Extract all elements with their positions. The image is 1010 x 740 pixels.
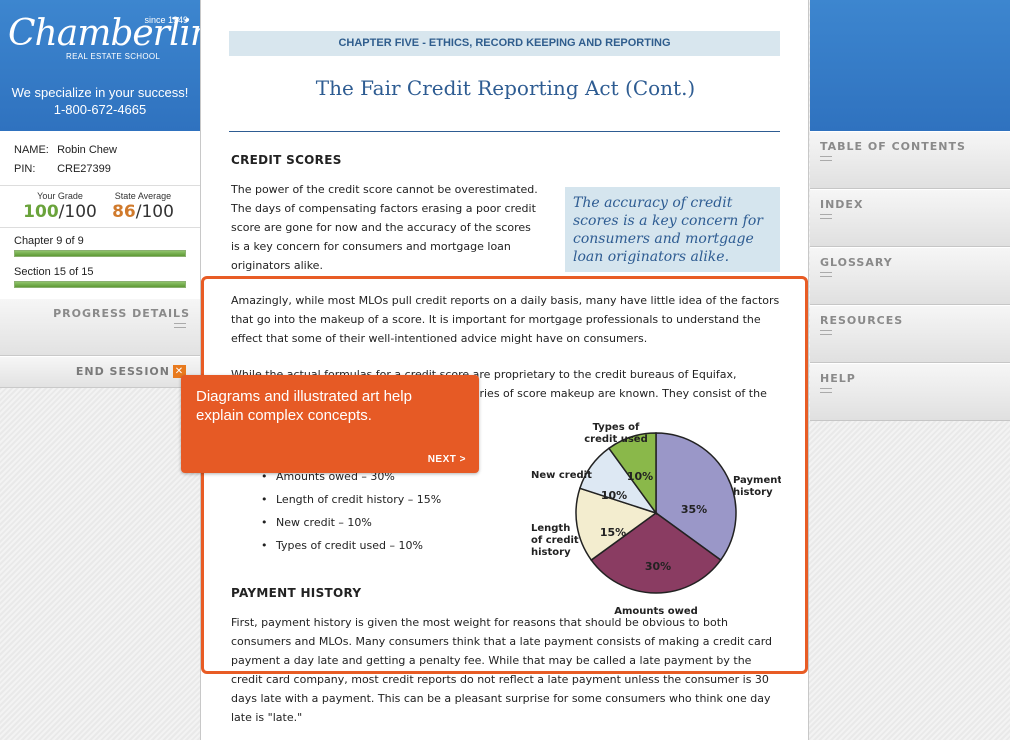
pie-category-label: Length of credit history [531,523,579,558]
state-average: State Average 86/100 [103,191,183,222]
your-grade-score: 100 [23,202,59,222]
pie-value-label: 10% [627,470,653,483]
pie-category-label: Payment history [733,475,781,498]
end-session-button[interactable]: END SESSION ✕ [0,356,200,388]
logo-subtitle: REAL ESTATE SCHOOL [66,52,161,61]
state-average-total: /100 [135,202,174,222]
grip-lines-icon [820,156,832,161]
pie-category-label: New credit [531,470,592,481]
list-item: Types of credit used – 10% [261,536,441,559]
pie-value-label: 35% [681,503,707,516]
heading-payment-history: PAYMENT HISTORY [231,586,362,600]
chapter-progress-label: Chapter 9 of 9 [14,235,84,247]
close-icon: ✕ [173,365,186,378]
brand-phone: 1-800-672-4665 [53,102,147,117]
brand-logo-block: since 1949 Chamberlin REAL ESTATE SCHOOL… [0,0,213,131]
pie-value-label: 10% [601,489,627,502]
pie-category-label: Types of credit used [584,422,648,445]
user-pin: CRE27399 [57,163,111,175]
pull-quote: The accuracy of credit scores is a key c… [565,187,780,272]
end-session-label: END SESSION [75,365,170,378]
heading-credit-scores: CREDIT SCORES [231,153,342,167]
nav-label: TABLE OF CONTENTS [820,140,966,153]
grip-lines-icon [820,330,832,335]
pie-value-label: 30% [645,560,671,573]
nav-glossary[interactable]: GLOSSARY [810,247,1010,305]
pie-slice-payment-history [655,432,737,562]
nav-label: GLOSSARY [820,256,893,269]
user-name: Robin Chew [57,144,117,156]
progress-block: Chapter 9 of 9 Section 15 of 15 [0,228,200,298]
list-item: New credit – 10% [261,513,441,536]
main-content: CHAPTER FIVE - ETHICS, RECORD KEEPING AN… [200,0,809,740]
grades-panel: Your Grade 100/100 State Average 86/100 [0,186,200,228]
nav-help[interactable]: HELP [810,363,1010,421]
nav-table-of-contents[interactable]: TABLE OF CONTENTS [810,131,1010,189]
nav-label: HELP [820,372,856,385]
pie-slice-amounts-owed [590,512,722,594]
callout-next-button[interactable]: NEXT > [427,454,466,465]
pie-value-label: 15% [600,526,626,539]
nav-label: RESOURCES [820,314,904,327]
section-progress-label: Section 15 of 15 [14,266,94,278]
user-info: NAME: Robin Chew PIN: CRE27399 [0,131,200,186]
callout-text: Diagrams and illustrated art help explai… [196,388,412,424]
pie-slice-types-of-credit-used [607,432,657,516]
logo-wordmark: Chamberlin [8,13,213,54]
progress-details-label: PROGRESS DETAILS [53,307,190,320]
section-progress-bar [14,281,186,288]
grip-lines-icon [820,214,832,219]
pie-category-label: Amounts owed [614,606,698,617]
your-grade-label: Your Grade [37,191,83,201]
grip-lines-icon [174,323,186,328]
paragraph-mlo-awareness: Amazingly, while most MLOs pull credit r… [231,294,780,345]
pin-label: PIN: [14,163,36,175]
nav-label: INDEX [820,198,864,211]
section-progress-fill [15,282,185,287]
paragraph-credit-score-power: The power of the credit score cannot be … [231,183,538,272]
right-sidebar: TABLE OF CONTENTS INDEX GLOSSARY RESOURC… [810,0,1010,740]
left-sidebar: since 1949 Chamberlin REAL ESTATE SCHOOL… [0,0,213,740]
title-divider [229,131,780,132]
brand-tagline: We specialize in your success! [11,85,189,100]
your-grade-total: /100 [58,202,97,222]
state-average-score: 86 [112,202,136,222]
tour-callout: Diagrams and illustrated art help explai… [181,375,479,473]
page-title: The Fair Credit Reporting Act (Cont.) [315,76,696,100]
state-average-label: State Average [114,191,172,201]
name-label: NAME: [14,144,49,156]
nav-resources[interactable]: RESOURCES [810,305,1010,363]
right-header-band [810,0,1010,131]
list-item: Amounts owed – 30% [261,467,441,490]
logo-since: since 1949 [144,15,188,25]
chapter-progress-fill [15,251,185,256]
chapter-banner: CHAPTER FIVE - ETHICS, RECORD KEEPING AN… [229,31,780,56]
score-factor-list: Amounts owed – 30% Length of credit hist… [261,467,441,559]
chapter-progress-bar [14,250,186,257]
progress-details-button[interactable]: PROGRESS DETAILS [0,298,200,356]
pie-slice-length-of-credit-history [575,487,658,562]
list-item: Length of credit history – 15% [261,490,441,513]
credit-score-pie-chart: 35% 30% 15% 10%10% Payment history Amounts owe… [531,422,781,617]
nav-index[interactable]: INDEX [810,189,1010,247]
grip-lines-icon [820,388,832,393]
grip-lines-icon [820,272,832,277]
paragraph-payment-history: First, payment history is given the most… [231,616,773,724]
your-grade: Your Grade 100/100 [20,191,100,222]
